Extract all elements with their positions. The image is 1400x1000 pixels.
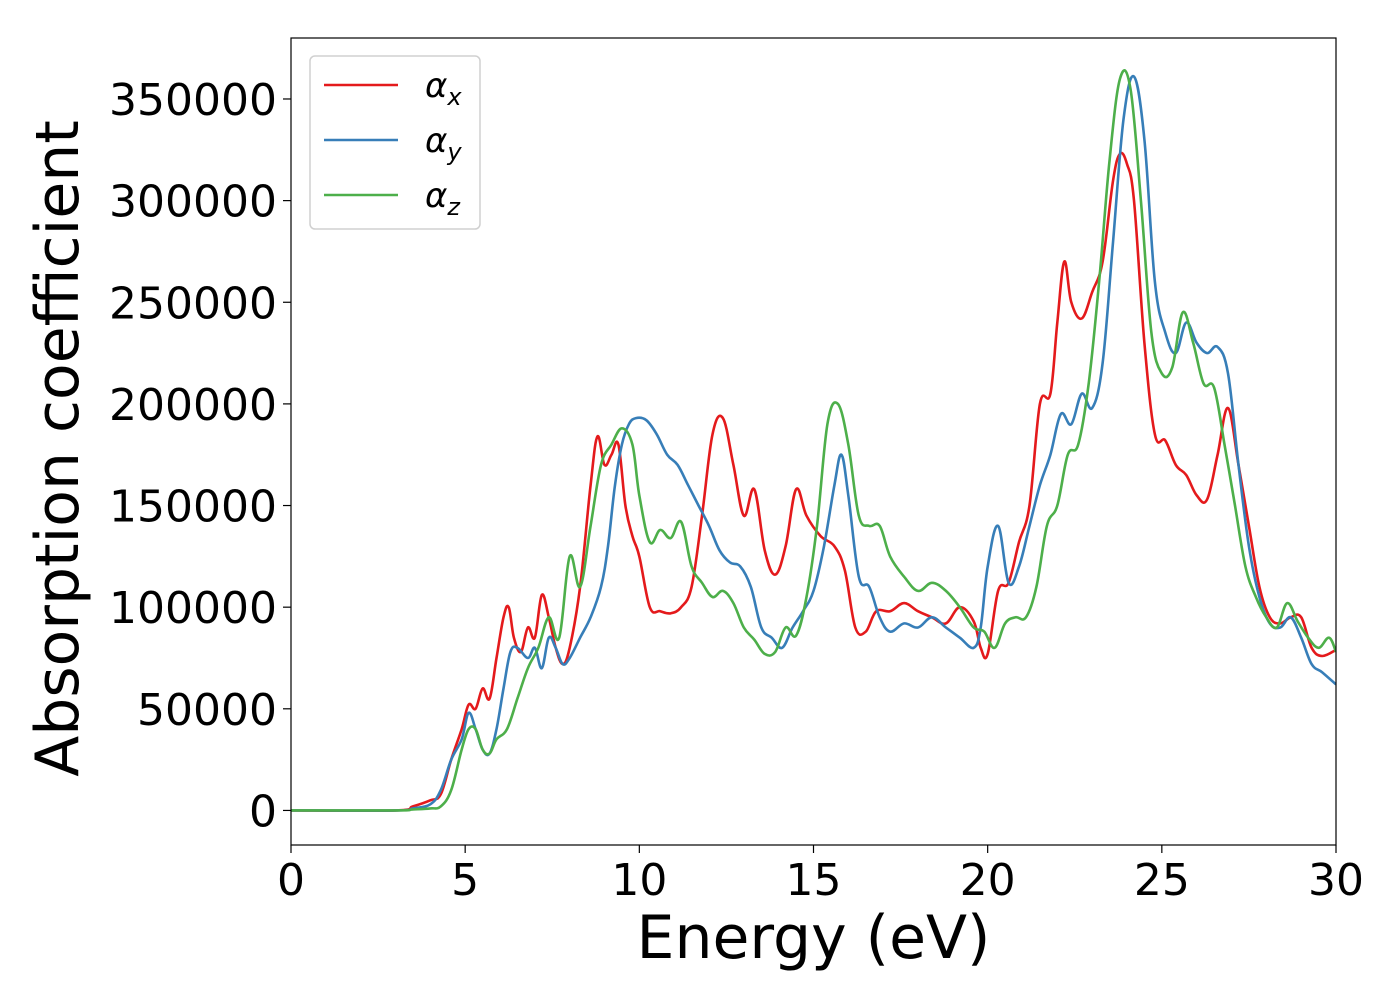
- x-tick-label: 5: [451, 855, 479, 906]
- plot-lines: [291, 69, 1336, 813]
- x-tick-label: 15: [786, 855, 842, 906]
- x-tick-label: 30: [1308, 855, 1364, 906]
- y-axis-title: Absorption coefficient: [23, 120, 93, 777]
- legend-label-y: αy: [425, 121, 462, 166]
- y-tick-label: 0: [249, 786, 277, 837]
- x-tick-label: 25: [1134, 855, 1190, 906]
- legend-label-z: αz: [425, 176, 461, 221]
- legend-label-x: αx: [425, 66, 462, 111]
- y-axis: 0 50000 100000 150000 200000 250000 300000 3500…: [109, 75, 291, 837]
- x-tick-label: 20: [960, 855, 1016, 906]
- y-tick-label: 200000: [109, 380, 277, 431]
- y-tick-label: 150000: [109, 482, 277, 533]
- series-line-y: [291, 74, 1336, 812]
- x-tick-label: 10: [611, 855, 667, 906]
- y-tick-label: 50000: [137, 685, 277, 736]
- x-tick-label: 0: [277, 855, 305, 906]
- legend: αx αy αz: [309, 55, 481, 230]
- legend-box: [309, 55, 481, 230]
- y-tick-label: 250000: [109, 278, 277, 329]
- y-tick-label: 100000: [109, 583, 277, 634]
- y-tick-label: 300000: [109, 177, 277, 228]
- series-line-z: [291, 69, 1336, 812]
- x-axis: 0 5 10 15 20 25 30: [277, 845, 1364, 906]
- x-axis-title: Energy (eV): [637, 903, 991, 973]
- series-line-x: [291, 151, 1336, 813]
- y-tick-label: 350000: [109, 75, 277, 126]
